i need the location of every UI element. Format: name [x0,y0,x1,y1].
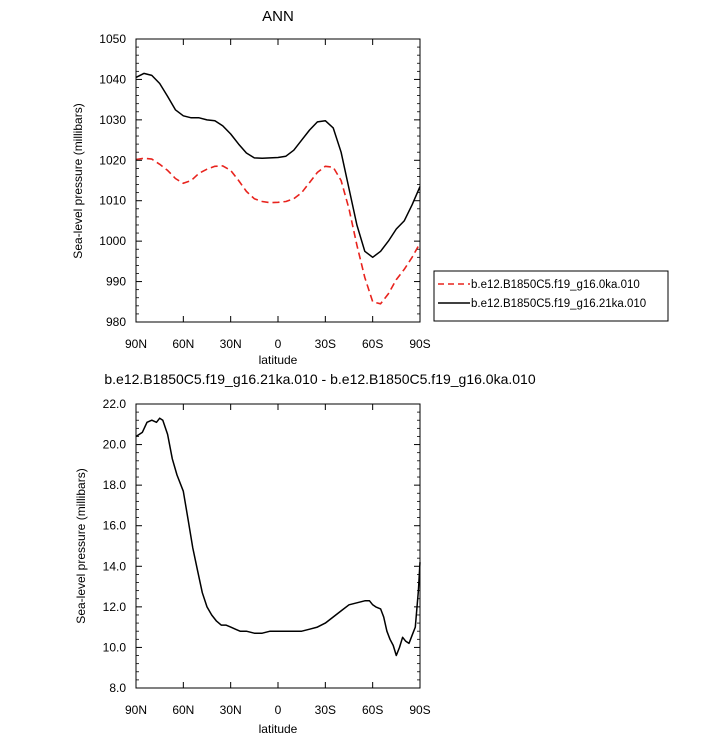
x-tick-label: 0 [275,703,282,717]
x-tick-label: 30N [220,703,242,717]
y-tick-label: 990 [106,275,126,289]
x-tick-label: 90S [409,703,430,717]
series-line-1 [135,72,421,259]
x-tick-label: 0 [275,337,282,351]
series-line-0 [135,417,421,657]
top-chart-x-axis: 90N 60N 30N 0 30S 60S 90S [125,39,431,351]
y-tick-label: 18.0 [103,478,127,492]
legend-label-21ka: b.e12.B1850C5.f19_g16.21ka.010 [471,298,646,310]
top-chart-title: ANN [262,8,294,25]
bottom-chart-xlabel: latitude [259,722,298,736]
x-tick-label: 30S [315,703,336,717]
bottom-chart-ylabel: Sea-level pressure (millibars) [74,468,88,623]
bottom-chart-lines [135,417,421,657]
bottom-chart-x-axis: 90N 60N 30N 0 30S 60S 90S [125,404,431,717]
top-chart-xlabel: latitude [259,353,298,367]
legend-box [433,270,669,322]
legend-label-0ka: b.e12.B1850C5.f19_g16.0ka.010 [471,279,640,291]
y-tick-label: 16.0 [103,519,127,533]
bottom-chart: b.e12.B1850C5.f19_g16.21ka.010 - b.e12.B… [74,371,536,736]
y-tick-label: 20.0 [103,438,127,452]
x-tick-label: 60S [362,337,383,351]
x-tick-label: 30S [315,337,336,351]
top-chart-lines [135,72,421,305]
top-chart-legend: b.e12.B1850C5.f19_g16.0ka.010 b.e12.B185… [433,270,669,322]
y-tick-label: 1040 [99,72,126,86]
y-tick-label: 12.0 [103,600,127,614]
top-chart-ylabel: Sea-level pressure (millibars) [71,103,85,258]
x-tick-label: 60N [172,337,194,351]
bottom-chart-title: b.e12.B1850C5.f19_g16.21ka.010 - b.e12.B… [104,371,535,387]
y-tick-label: 22.0 [103,397,127,411]
y-tick-label: 10.0 [103,640,127,654]
bottom-chart-frame [135,403,421,689]
y-tick-label: 14.0 [103,559,127,573]
x-tick-label: 90N [125,337,147,351]
y-tick-label: 980 [106,315,126,329]
y-tick-label: 1010 [99,194,126,208]
x-tick-label: 90N [125,703,147,717]
x-tick-label: 90S [409,337,430,351]
bottom-chart-y-axis: 8.0 10.0 12.0 14.0 16.0 18.0 20.0 22.0 [103,397,420,695]
series-line-0 [135,157,421,305]
y-tick-label: 1000 [99,234,126,248]
x-tick-label: 60S [362,703,383,717]
y-tick-label: 1020 [99,153,126,167]
top-chart-y-axis: 980 990 1000 1010 1020 1030 1040 1050 [99,32,420,329]
y-tick-label: 1030 [99,113,126,127]
x-tick-label: 60N [172,703,194,717]
top-chart: ANN Sea-level pressure (millibars) latit… [71,8,669,367]
x-tick-label: 30N [220,337,242,351]
y-tick-label: 8.0 [109,681,126,695]
y-tick-label: 1050 [99,32,126,46]
